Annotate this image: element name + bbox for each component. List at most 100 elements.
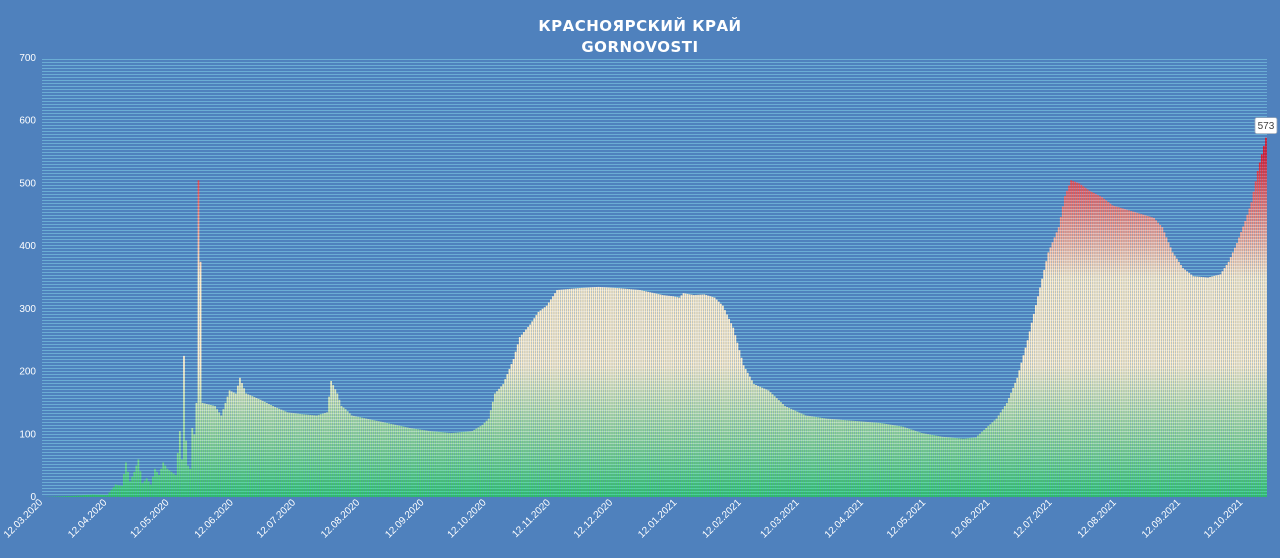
bar	[1099, 196, 1101, 497]
bar	[838, 419, 840, 497]
bar	[400, 426, 403, 497]
bar	[848, 420, 851, 497]
bar	[1082, 186, 1085, 497]
bar	[210, 405, 212, 497]
bar	[827, 418, 830, 497]
bar	[995, 418, 998, 497]
bar	[452, 432, 455, 497]
bar	[784, 406, 786, 497]
bar	[123, 474, 125, 497]
bar	[272, 406, 274, 497]
bar	[651, 292, 654, 497]
bar	[1035, 305, 1037, 497]
bar	[819, 417, 822, 497]
bar	[960, 438, 963, 497]
bar	[382, 422, 384, 497]
bar	[1194, 276, 1197, 497]
bar	[545, 305, 548, 497]
bar	[759, 386, 762, 497]
bar	[438, 431, 440, 497]
bar	[608, 287, 610, 497]
bar	[780, 402, 782, 497]
bar	[444, 432, 446, 497]
bar	[989, 424, 992, 497]
bar	[1142, 214, 1145, 498]
bar	[977, 435, 979, 497]
bar	[1263, 145, 1265, 497]
bar	[284, 411, 287, 497]
bar	[763, 388, 766, 497]
bar	[409, 428, 411, 497]
bar	[448, 432, 451, 497]
bar	[1049, 247, 1052, 497]
bar	[1047, 252, 1050, 497]
bar	[315, 415, 318, 497]
bar	[245, 393, 248, 497]
bar	[67, 496, 69, 497]
bar	[682, 293, 685, 497]
bar	[232, 392, 235, 497]
bar	[307, 414, 310, 497]
bar	[467, 431, 469, 497]
bar	[558, 289, 560, 497]
bar	[952, 437, 954, 497]
bar	[856, 421, 859, 497]
bar	[197, 180, 200, 498]
x-tick-label: 12.07.2020	[255, 497, 298, 540]
bar	[510, 364, 513, 497]
bar	[303, 414, 306, 497]
bar	[749, 376, 751, 497]
bar	[527, 327, 529, 497]
bar	[840, 419, 842, 497]
bar	[156, 471, 158, 497]
bar	[908, 428, 911, 497]
bar	[338, 399, 341, 497]
bar	[889, 424, 892, 497]
bar	[589, 287, 592, 497]
bar	[330, 380, 332, 497]
bar	[974, 437, 977, 497]
bar	[502, 384, 505, 497]
bar	[979, 433, 981, 497]
bar	[991, 422, 994, 497]
bar	[91, 494, 94, 497]
bar	[388, 423, 391, 497]
bar	[355, 416, 357, 497]
bar	[1080, 184, 1083, 497]
bar	[643, 290, 645, 497]
bar	[423, 430, 426, 497]
bar	[912, 430, 915, 497]
chart-subtitle: GORNOVOSTI	[581, 38, 699, 56]
bar	[790, 408, 793, 497]
bar	[879, 423, 882, 497]
bar	[672, 296, 674, 497]
bar	[916, 431, 919, 497]
bar	[172, 473, 175, 497]
bar	[195, 402, 198, 497]
bar	[678, 297, 681, 497]
bar	[1221, 271, 1224, 497]
bar	[1211, 276, 1213, 497]
bar	[135, 465, 138, 497]
bar	[477, 427, 480, 497]
bar	[498, 388, 500, 497]
bar	[1250, 202, 1253, 498]
x-tick-label: 12.04.2021	[823, 497, 866, 540]
bar	[821, 417, 824, 497]
bar	[261, 400, 264, 497]
bar	[75, 495, 78, 497]
bar	[386, 423, 388, 497]
bar	[1122, 208, 1124, 497]
bar	[518, 337, 521, 497]
bar	[203, 403, 206, 497]
bar	[1088, 190, 1091, 497]
bar	[906, 428, 909, 497]
bar	[877, 422, 880, 497]
x-tick-label: 12.03.2020	[2, 497, 45, 540]
bar	[417, 429, 420, 497]
bar	[193, 434, 196, 497]
bar	[554, 293, 556, 497]
bar	[767, 390, 770, 497]
x-tick-label: 12.10.2021	[1202, 497, 1245, 540]
